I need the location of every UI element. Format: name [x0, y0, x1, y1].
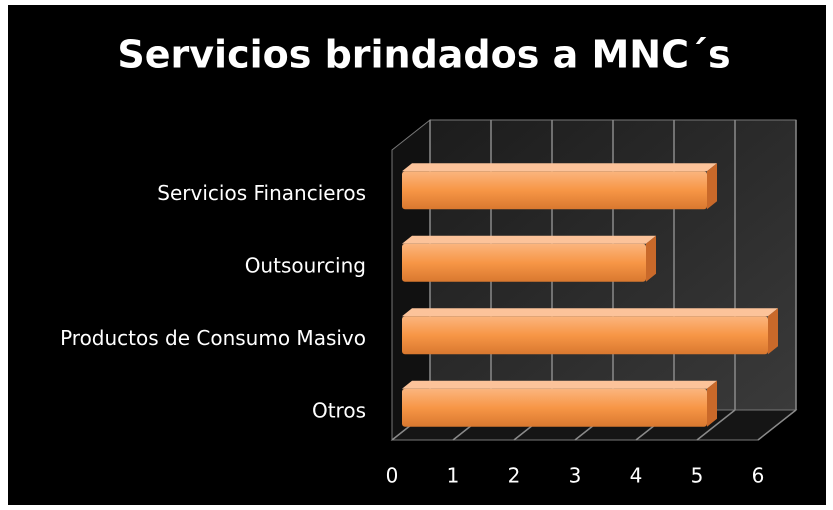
y-tick-label: Outsourcing — [245, 253, 366, 277]
bar — [402, 316, 768, 355]
y-tick-label: Otros — [312, 398, 366, 422]
x-tick-label: 5 — [691, 464, 704, 488]
bar-top — [402, 380, 717, 389]
bar-top — [402, 308, 778, 317]
bar-top — [402, 163, 717, 172]
x-tick-label: 4 — [630, 464, 643, 488]
y-tick-label: Productos de Consumo Masivo — [60, 326, 366, 350]
x-tick-label: 1 — [447, 464, 460, 488]
x-tick-label: 0 — [386, 464, 399, 488]
bar-side — [646, 235, 656, 282]
chart-title: Servicios brindados a MNC´s — [117, 33, 730, 77]
x-tick-label: 6 — [752, 464, 765, 488]
floor-grid-line — [696, 409, 736, 441]
bar-top — [402, 235, 656, 244]
x-tick-label: 2 — [508, 464, 521, 488]
bar-side — [768, 308, 778, 355]
bar — [402, 171, 707, 210]
bar-side — [707, 163, 717, 210]
bar — [402, 243, 646, 282]
floor-grid-line — [757, 409, 797, 441]
x-tick-label: 3 — [569, 464, 582, 488]
y-tick-label: Servicios Financieros — [157, 181, 366, 205]
bar — [402, 388, 707, 427]
bar-side — [707, 380, 717, 427]
